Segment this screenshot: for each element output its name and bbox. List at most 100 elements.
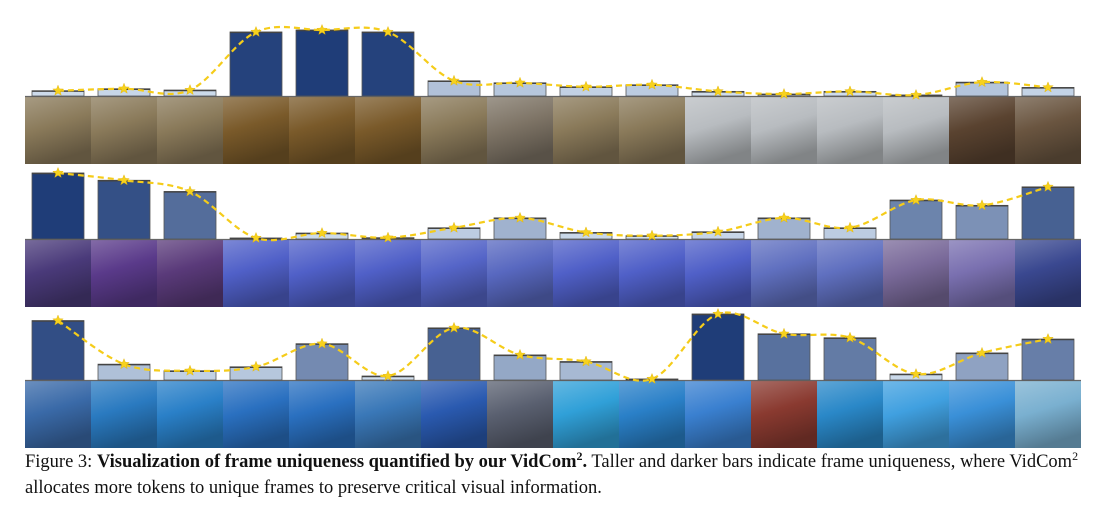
- video-frame-thumbnail: [949, 240, 1015, 307]
- video-frame-thumbnail: [619, 240, 685, 307]
- star-marker: [316, 23, 328, 35]
- video-frame-thumbnail: [817, 381, 883, 448]
- star-marker: [184, 364, 196, 376]
- frame-uniqueness-figure: [25, 23, 1081, 448]
- video-frame-thumbnail: [619, 97, 685, 164]
- video-frame-thumbnail: [949, 97, 1015, 164]
- star-marker: [250, 360, 262, 372]
- video-frame-thumbnail: [553, 381, 619, 448]
- video-frame-thumbnail: [1015, 381, 1081, 448]
- video-frame-thumbnail: [553, 97, 619, 164]
- video-frame-thumbnail: [1015, 240, 1081, 307]
- video-frame-thumbnail: [949, 381, 1015, 448]
- star-marker: [910, 368, 922, 379]
- video-frame-thumbnail: [157, 240, 223, 307]
- uniqueness-bar: [97, 179, 151, 240]
- star-marker: [646, 229, 658, 241]
- uniqueness-bar: [823, 337, 877, 381]
- star-marker: [184, 185, 196, 197]
- video-frame-thumbnail: [157, 97, 223, 164]
- star-marker: [712, 307, 724, 319]
- star-marker: [646, 372, 658, 384]
- star-marker: [910, 194, 922, 205]
- video-frame-thumbnail: [421, 240, 487, 307]
- star-marker: [316, 337, 328, 349]
- star-marker: [712, 225, 724, 237]
- video-frame-thumbnail: [883, 240, 949, 307]
- video-frame-thumbnail: [421, 97, 487, 164]
- video-frame-thumbnail: [157, 381, 223, 448]
- uniqueness-bar: [361, 31, 415, 97]
- star-marker: [118, 82, 130, 94]
- star-marker: [580, 355, 592, 367]
- star-marker: [778, 211, 790, 223]
- star-marker: [712, 85, 724, 97]
- star-marker: [52, 166, 64, 178]
- video-frame-thumbnail: [817, 97, 883, 164]
- star-marker: [580, 80, 592, 92]
- star-marker: [844, 85, 856, 97]
- star-marker: [52, 84, 64, 96]
- uniqueness-bar: [1021, 338, 1075, 381]
- video-frame-thumbnail: [751, 97, 817, 164]
- video-frame-thumbnail: [25, 97, 91, 164]
- video-frame-thumbnail: [289, 97, 355, 164]
- uniqueness-bar: [295, 343, 349, 381]
- video-frame-thumbnail: [223, 97, 289, 164]
- star-marker: [1042, 81, 1054, 93]
- star-marker: [382, 369, 394, 381]
- star-marker: [184, 84, 196, 95]
- figure-caption: Figure 3: Visualization of frame uniquen…: [25, 448, 1079, 498]
- video-frame-thumbnail: [91, 240, 157, 307]
- star-marker: [910, 88, 922, 100]
- video-frame-thumbnail: [883, 97, 949, 164]
- star-marker: [778, 87, 790, 99]
- star-marker: [52, 314, 64, 326]
- video-frame-thumbnail: [883, 381, 949, 448]
- star-marker: [316, 227, 328, 238]
- video-frame-thumbnail: [685, 381, 751, 448]
- video-frame-thumbnail: [487, 240, 553, 307]
- uniqueness-bar: [31, 172, 85, 240]
- uniqueness-bar: [889, 199, 943, 240]
- uniqueness-bar: [955, 204, 1009, 240]
- star-marker: [118, 358, 130, 370]
- star-marker: [976, 199, 988, 211]
- star-marker: [976, 76, 988, 88]
- star-marker: [844, 331, 856, 343]
- star-marker: [514, 348, 526, 360]
- video-frame-thumbnail: [91, 97, 157, 164]
- caption-label: Figure 3:: [25, 452, 93, 472]
- video-frame-thumbnail: [817, 240, 883, 307]
- uniqueness-bar: [493, 217, 547, 240]
- uniqueness-bar: [691, 313, 745, 381]
- uniqueness-bar: [163, 191, 217, 240]
- caption-text: Taller and darker bars indicate frame un…: [587, 452, 1073, 472]
- uniqueness-bar: [1021, 186, 1075, 240]
- video-frame-thumbnail: [355, 381, 421, 448]
- video-frame-thumbnail: [1015, 97, 1081, 164]
- video-frame-thumbnail: [685, 97, 751, 164]
- caption-title: Visualization of frame uniqueness quanti…: [96, 448, 588, 472]
- uniqueness-curve: [57, 311, 1049, 382]
- uniqueness-bar: [31, 320, 85, 381]
- video-frame-thumbnail: [421, 381, 487, 448]
- video-frame-thumbnail: [553, 240, 619, 307]
- video-frame-thumbnail: [355, 240, 421, 307]
- star-marker: [514, 76, 526, 88]
- video-frame-thumbnail: [289, 240, 355, 307]
- star-marker: [250, 25, 262, 37]
- star-marker: [448, 321, 460, 333]
- video-frame-thumbnail: [685, 240, 751, 307]
- star-marker: [976, 346, 988, 358]
- star-marker: [448, 221, 460, 233]
- video-frame-thumbnail: [487, 381, 553, 448]
- star-marker: [514, 211, 526, 223]
- video-frame-thumbnail: [751, 381, 817, 448]
- video-frame-thumbnail: [223, 240, 289, 307]
- video-frame-thumbnail: [619, 381, 685, 448]
- video-frame-thumbnail: [91, 381, 157, 448]
- uniqueness-bar: [295, 29, 349, 97]
- star-marker: [844, 221, 856, 233]
- uniqueness-bar: [559, 361, 613, 381]
